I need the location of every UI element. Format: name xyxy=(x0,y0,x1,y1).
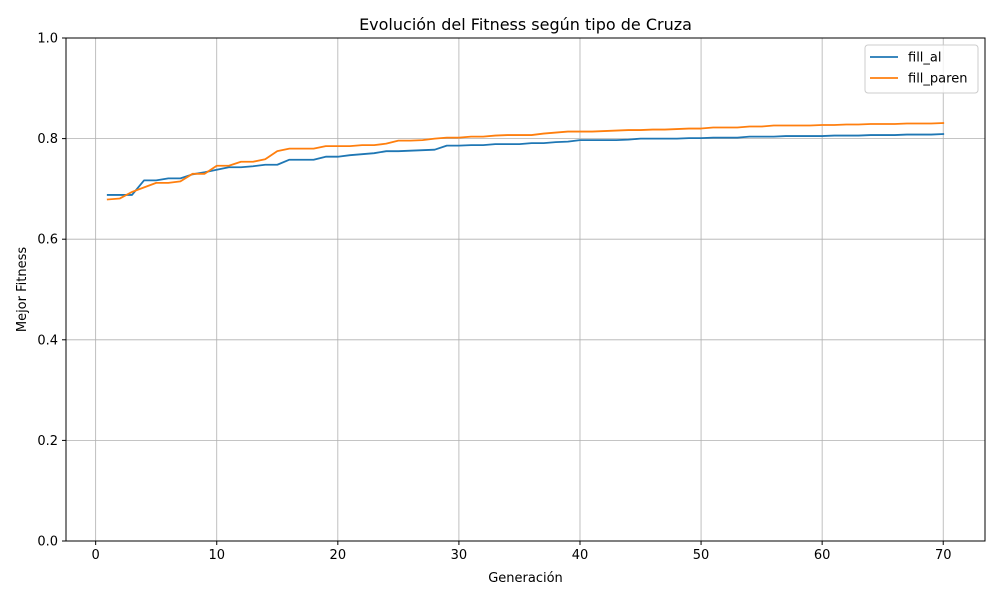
y-tick-label: 0.4 xyxy=(37,333,58,348)
y-axis-ticks: 0.0 0.2 0.4 0.6 0.8 1.0 xyxy=(37,32,66,550)
x-tick-label: 50 xyxy=(693,548,710,563)
x-tick-label: 40 xyxy=(572,548,589,563)
series-line-fill-al xyxy=(106,133,945,196)
x-tick-label: 70 xyxy=(935,548,952,563)
chart-title: Evolución del Fitness según tipo de Cruz… xyxy=(359,15,692,34)
series-lines xyxy=(106,122,945,201)
legend-label-fill-paren: fill_paren xyxy=(908,72,967,87)
x-axis-label: Generación xyxy=(488,571,563,586)
y-tick-label: 0.2 xyxy=(37,434,58,449)
plot-area-frame xyxy=(65,37,986,542)
x-tick-label: 20 xyxy=(330,548,347,563)
y-tick-label: 1.0 xyxy=(37,32,58,47)
x-axis-ticks: 0 10 20 30 40 50 60 70 xyxy=(92,541,952,563)
y-tick-label: 0.0 xyxy=(37,535,58,550)
y-tick-label: 0.8 xyxy=(37,132,58,147)
x-tick-label: 10 xyxy=(208,548,225,563)
x-tick-label: 60 xyxy=(814,548,831,563)
legend: fill_al fill_paren xyxy=(864,44,979,94)
legend-label-fill-al: fill_al xyxy=(908,51,942,66)
y-axis-label: Mejor Fitness xyxy=(15,247,30,333)
x-tick-label: 30 xyxy=(451,548,468,563)
series-line-fill-paren xyxy=(106,122,945,201)
y-tick-label: 0.6 xyxy=(37,233,58,248)
x-tick-label: 0 xyxy=(92,548,100,563)
